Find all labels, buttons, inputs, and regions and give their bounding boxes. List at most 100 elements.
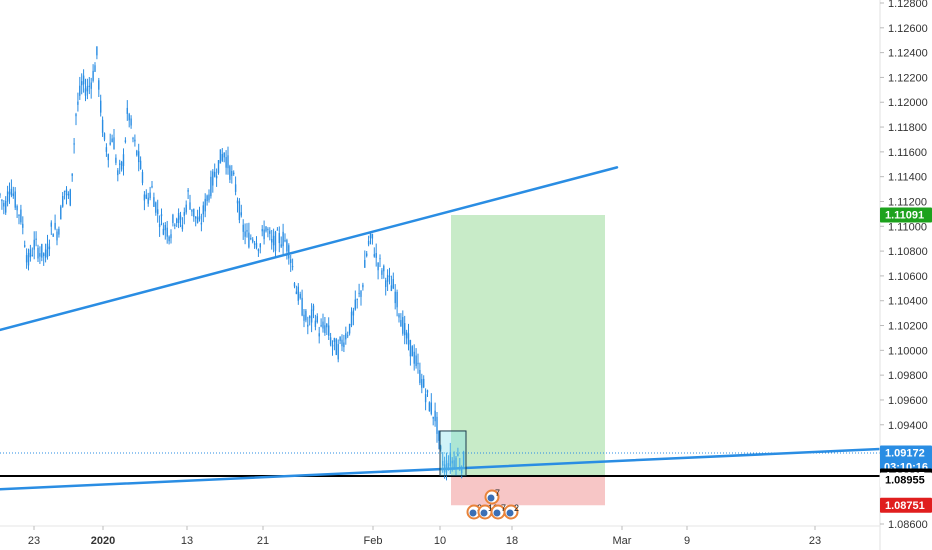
candle-body [445,460,448,473]
candle-body [310,309,313,323]
time-tick-label: Mar [613,535,632,547]
position-zones [451,214,605,506]
candle-body [73,143,75,145]
event-marker[interactable]: 7 [484,488,501,505]
candle-body [46,243,49,257]
candle-body [274,231,277,252]
candle-body [3,202,5,207]
candle-body [130,118,132,126]
candle-body [348,323,351,334]
candle-body [100,100,102,113]
candle-body [31,254,33,256]
candle-body [295,291,298,295]
candle-body [424,394,427,403]
candle-body [303,314,305,321]
candle-body [98,80,100,90]
candle-body [20,209,22,223]
candle-body [248,232,250,248]
candle-body [337,344,339,360]
candle-body [366,253,368,256]
candle-body [24,245,26,247]
candle-body [177,212,180,223]
candle-body [25,255,28,263]
candle-body [320,325,322,327]
candle-body [63,190,66,193]
candle-body [307,324,309,327]
event-marker[interactable]: 7 [490,503,507,520]
candle-body [136,150,138,156]
candle-body [86,86,89,92]
candle-body [155,202,157,213]
candle-body [41,243,43,258]
price-tags: 1.110911.0917203:10:161.089871.089551.08… [880,207,932,513]
candle-body [244,231,246,237]
upper-trendline[interactable] [0,166,619,332]
candle-body [71,173,73,176]
long-position-profit-zone[interactable] [451,214,605,476]
candle-body [105,147,108,152]
candle-body [223,152,225,158]
candle-body [204,198,206,212]
candle-body [147,197,149,204]
price-tick-label: 1.08600 [888,519,928,531]
candle-body [331,344,334,347]
candle-body [233,172,235,175]
price-axis[interactable]: 1.12800 1.12600 1.12400 1.12200 1.12000 1.118… [880,0,928,531]
candle-body [8,191,11,195]
candle-body [62,196,64,207]
candle-body [312,305,315,311]
candle-body [29,249,32,258]
candle-body [101,119,104,133]
candle-body [407,333,410,345]
event-markers[interactable]: 721072 [466,488,520,520]
candle-body [82,75,85,85]
candle-body [126,107,128,114]
candle-body [179,215,182,220]
candle-body [39,253,41,257]
candle-body [157,209,159,214]
candle-body [434,410,436,422]
time-tick-label: 18 [506,535,518,547]
candle-body [352,310,355,316]
time-tick-label: 21 [257,535,269,547]
candle-body [272,235,275,246]
price-tick-label: 1.12200 [888,72,928,84]
candle-body [432,416,434,419]
entry-box[interactable] [439,430,467,477]
candle-body [109,142,111,145]
candle-body [115,157,117,163]
candle-body [151,185,153,188]
candle-body [236,200,239,204]
price-tick-label: 1.11600 [888,147,927,159]
candle-body [113,137,115,150]
candle-body [318,333,320,337]
candle-body [457,453,459,456]
time-axis[interactable]: 23 2020 13 21 Feb 10 18 Mar 9 23 [28,526,821,547]
candle-body [18,214,20,216]
candle-body [195,216,197,219]
price-tick-label: 1.12000 [888,97,928,109]
candle-body [428,402,431,412]
candle-body [329,337,332,345]
candle-body [451,460,453,464]
candle-body [117,170,119,176]
candle-body [341,339,343,347]
candle-body [193,208,195,217]
event-marker-icon [469,509,477,517]
candle-body [440,446,442,450]
candle-body [265,226,267,232]
candle-body [225,157,227,168]
candle-body [181,224,184,230]
event-marker[interactable]: 2 [503,503,520,520]
long-position-loss-zone[interactable] [451,475,605,506]
candle-body [367,240,370,245]
candle-body [10,188,13,196]
candle-body [459,466,461,469]
candle-body [22,223,24,228]
candle-body [419,370,421,383]
candle-body [107,154,109,161]
candle-body [27,252,30,266]
candle-body [43,253,45,257]
candle-body [37,247,39,259]
